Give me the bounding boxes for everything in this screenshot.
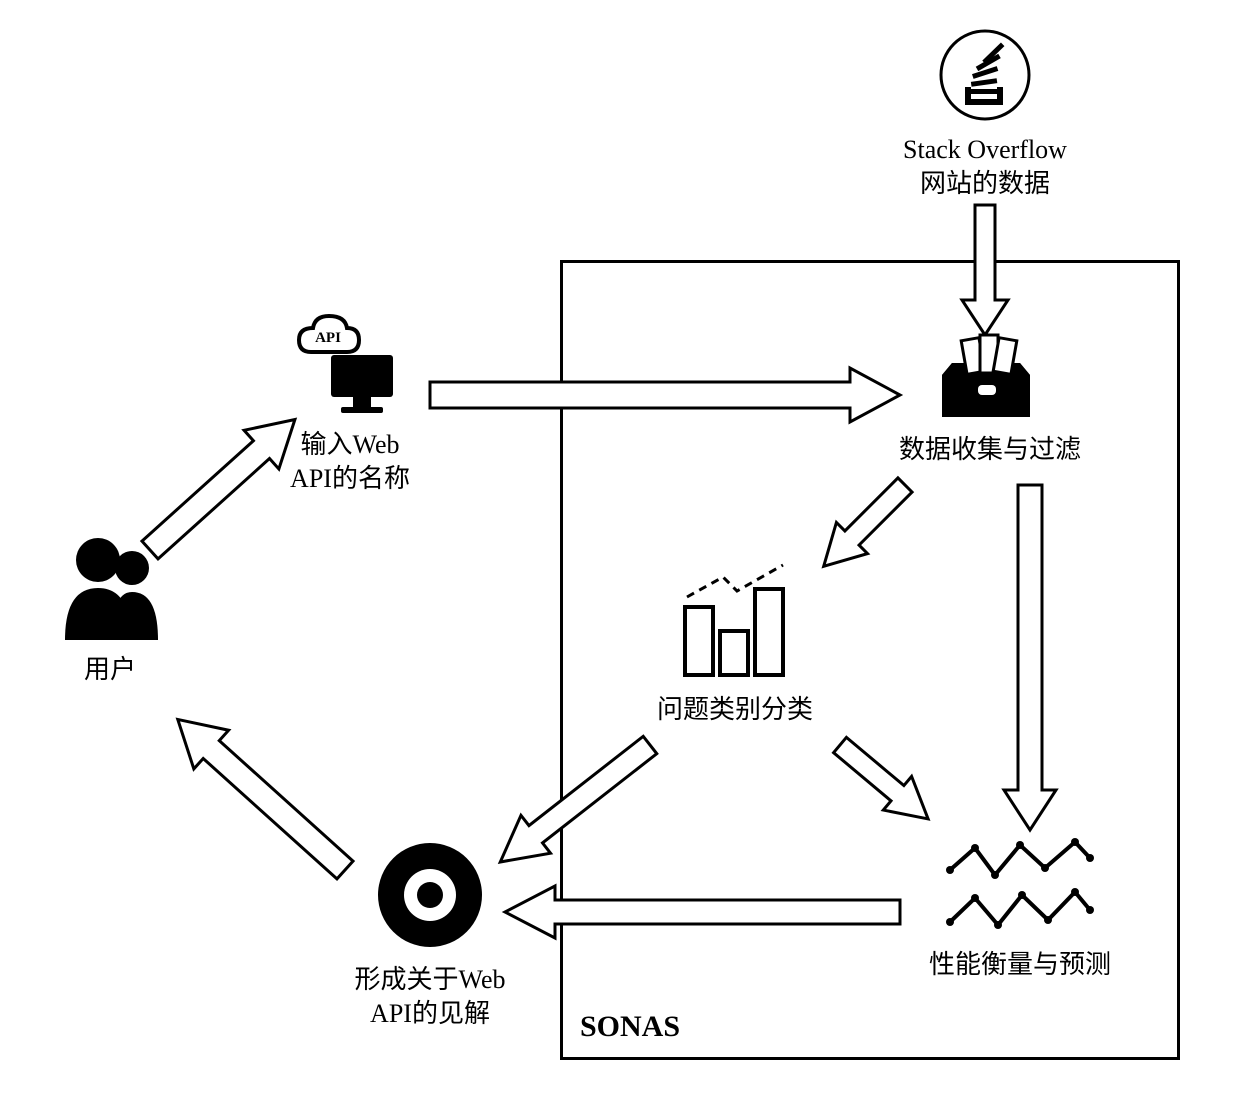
node-input-api: API 输入Web API的名称 [265,310,435,496]
insight-label: 形成关于Web API的见解 [330,963,530,1031]
api-icon: API [265,310,435,420]
target-icon [330,835,530,955]
user-label: 用户 [40,653,180,687]
svg-text:API: API [315,330,341,346]
barchart-icon [630,555,840,685]
node-user: 用户 [40,530,180,687]
trends-icon [910,830,1130,940]
node-so-data: Stack Overflow 网站的数据 [870,25,1100,201]
input-api-label: 输入Web API的名称 [265,428,435,496]
node-collect: 数据收集与过滤 [880,325,1100,467]
filebox-icon [880,325,1100,425]
sonas-label: SONAS [580,1010,680,1044]
perf-label: 性能衡量与预测 [910,948,1130,982]
user-icon [40,530,180,645]
so-data-label: Stack Overflow 网站的数据 [870,133,1100,201]
classify-label: 问题类别分类 [630,693,840,727]
node-insight: 形成关于Web API的见解 [330,835,530,1031]
collect-label: 数据收集与过滤 [880,433,1100,467]
node-perf: 性能衡量与预测 [910,830,1130,982]
stackoverflow-icon [870,25,1100,125]
node-classify: 问题类别分类 [630,555,840,727]
